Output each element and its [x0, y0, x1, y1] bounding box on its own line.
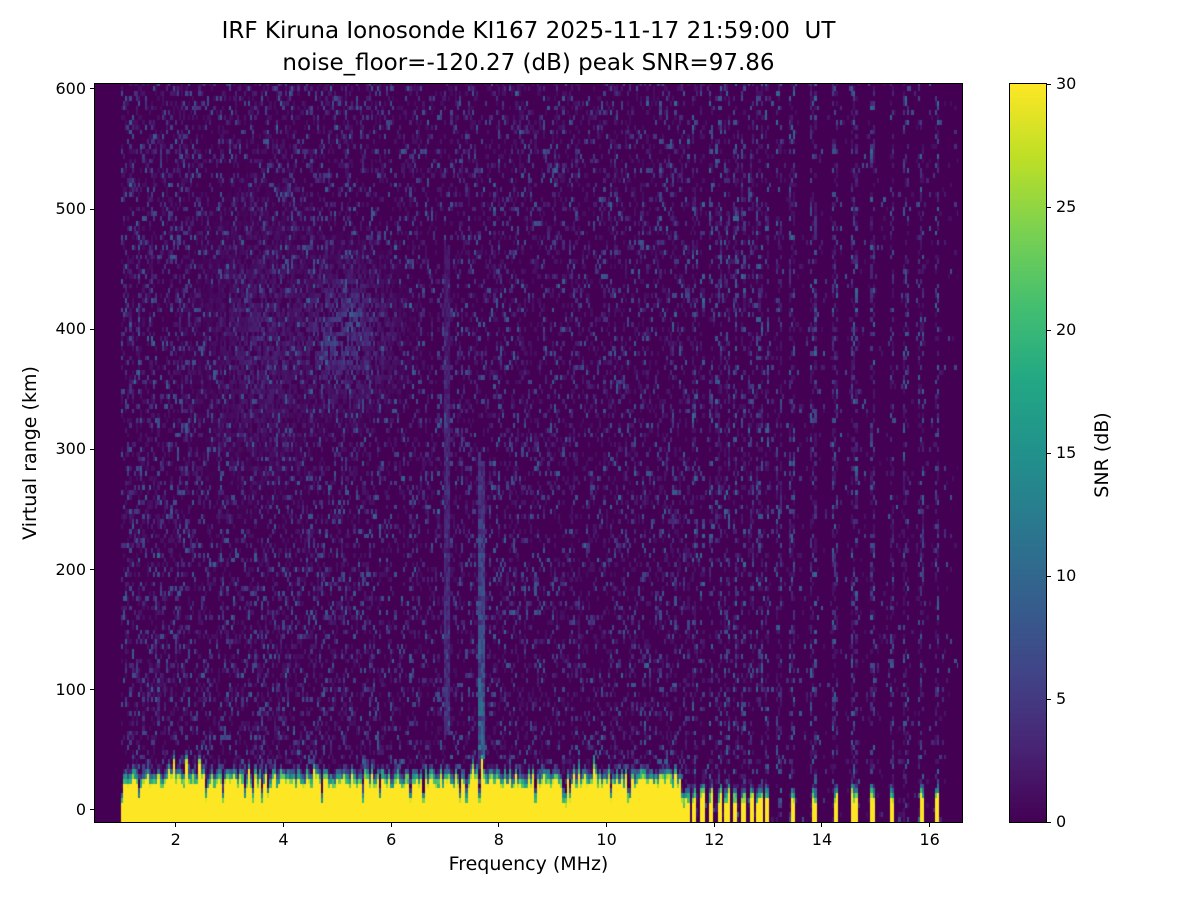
y-tick-label: 400 — [55, 319, 86, 339]
y-tick-label: 100 — [55, 679, 86, 699]
x-tick-label: 8 — [493, 830, 504, 849]
colorbar-tick-mark — [1047, 329, 1051, 331]
colorbar-tick-mark — [1047, 698, 1051, 700]
chart-subtitle: noise_floor=-120.27 (dB) peak SNR=97.86 — [282, 50, 775, 76]
colorbar-canvas — [1010, 84, 1046, 822]
colorbar-tick-label: 20 — [1056, 320, 1077, 339]
x-tick-mark — [282, 823, 284, 827]
ionogram-heatmap-canvas — [95, 84, 962, 822]
x-tick-label: 14 — [811, 830, 833, 849]
colorbar-tick-label: 0 — [1056, 812, 1067, 831]
colorbar-tick-label: 5 — [1056, 689, 1067, 708]
colorbar-tick-mark — [1047, 452, 1051, 454]
x-tick-mark — [713, 823, 715, 827]
x-tick-label: 6 — [386, 830, 397, 849]
x-tick-label: 16 — [919, 830, 940, 849]
colorbar-tick-mark — [1047, 206, 1051, 208]
colorbar-tick-mark — [1047, 821, 1051, 823]
x-tick-mark — [821, 823, 823, 827]
colorbar — [1009, 83, 1047, 823]
colorbar-tick-mark — [1047, 575, 1051, 577]
y-tick-label: 300 — [55, 439, 86, 459]
colorbar-tick-label: 25 — [1056, 197, 1077, 216]
y-tick-mark — [90, 689, 94, 691]
y-tick-mark — [90, 88, 94, 90]
x-tick-mark — [929, 823, 931, 827]
y-tick-mark — [90, 208, 94, 210]
x-tick-label: 12 — [704, 830, 725, 849]
x-tick-mark — [606, 823, 608, 827]
x-tick-mark — [498, 823, 500, 827]
colorbar-tick-label: 15 — [1056, 443, 1077, 462]
colorbar-tick-label: 30 — [1056, 74, 1077, 93]
y-tick-label: 200 — [55, 559, 86, 579]
y-tick-label: 600 — [55, 78, 86, 98]
y-tick-mark — [90, 569, 94, 571]
y-tick-mark — [90, 448, 94, 450]
y-tick-label: 0 — [75, 799, 86, 819]
x-tick-mark — [175, 823, 177, 827]
y-tick-label: 500 — [55, 199, 86, 218]
colorbar-tick-label: 10 — [1056, 566, 1077, 585]
y-tick-mark — [90, 328, 94, 330]
chart-title: IRF Kiruna Ionosonde KI167 2025-11-17 21… — [221, 18, 836, 44]
x-tick-mark — [390, 823, 392, 827]
x-tick-label: 10 — [596, 830, 617, 849]
plot-area — [94, 83, 963, 823]
x-axis-label: Frequency (MHz) — [448, 853, 609, 875]
colorbar-tick-mark — [1047, 83, 1051, 85]
x-tick-label: 2 — [170, 830, 181, 849]
x-tick-label: 4 — [278, 830, 289, 849]
y-tick-mark — [90, 809, 94, 811]
